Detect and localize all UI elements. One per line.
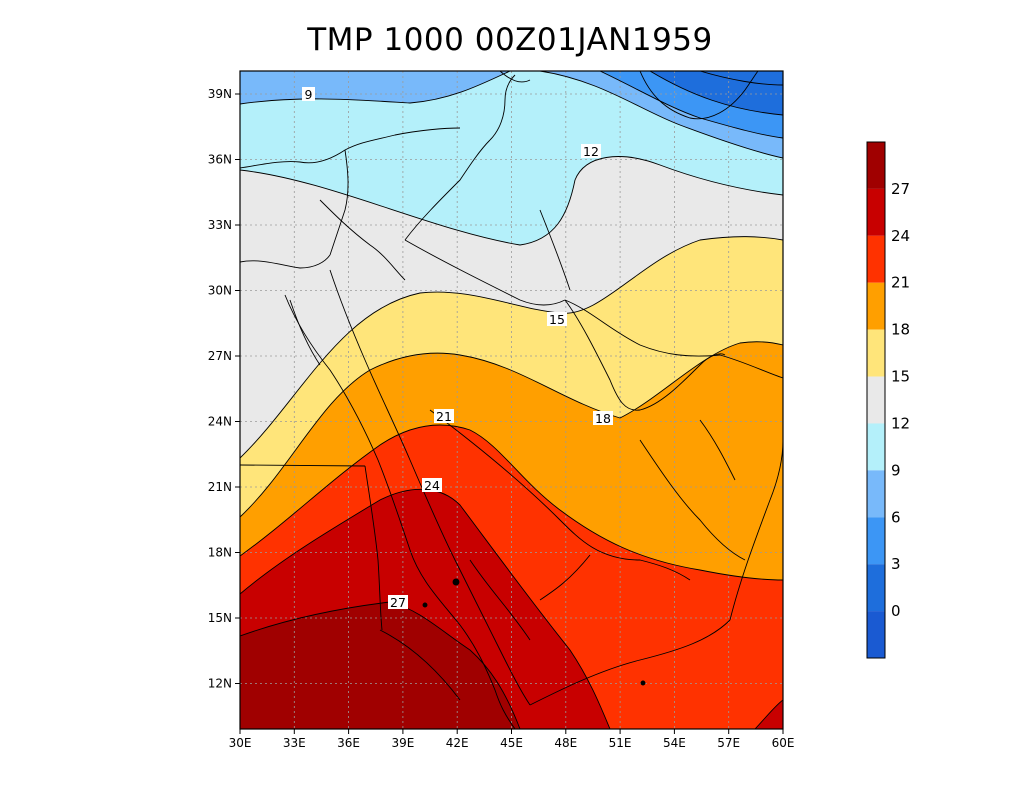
contour-label-21: 21 xyxy=(436,409,452,424)
x-axis: 30E 33E 36E 39E 42E 45E 48E 51E 54E 57E 60E xyxy=(229,729,795,750)
temperature-field xyxy=(240,71,783,729)
y-tick-label: 18N xyxy=(208,546,232,560)
y-tick-label: 39N xyxy=(208,87,232,101)
colorbar-frame xyxy=(866,141,886,659)
colorbar-label: 15 xyxy=(891,368,910,386)
colorbar-label: 21 xyxy=(891,274,910,292)
y-tick-label: 15N xyxy=(208,611,232,625)
y-tick-label: 36N xyxy=(208,153,232,167)
colorbar-label: 27 xyxy=(891,180,910,198)
y-tick-label: 30N xyxy=(208,284,232,298)
x-tick-label: 45E xyxy=(500,736,523,750)
colorbar-segment xyxy=(867,142,885,189)
x-tick-label: 51E xyxy=(609,736,632,750)
colorbar-segment xyxy=(867,235,885,283)
colorbar-segment xyxy=(867,564,885,612)
contour-label-27: 27 xyxy=(390,595,406,610)
x-tick-label: 33E xyxy=(283,736,306,750)
colorbar-segment xyxy=(867,423,885,471)
colorbar-label: 0 xyxy=(891,602,901,620)
colorbar-segment xyxy=(867,376,885,424)
colorbar-segment xyxy=(867,517,885,565)
y-tick-label: 12N xyxy=(208,677,232,691)
x-tick-label: 54E xyxy=(663,736,686,750)
contour-label-15: 15 xyxy=(549,312,565,327)
contour-label-18: 18 xyxy=(595,411,611,426)
contour-label-9: 9 xyxy=(305,87,313,102)
x-tick-label: 60E xyxy=(772,736,795,750)
contour-label-12: 12 xyxy=(583,144,599,159)
colorbar-label: 9 xyxy=(891,461,901,479)
y-tick-label: 33N xyxy=(208,218,232,232)
x-tick-label: 30E xyxy=(229,736,252,750)
contour-labels: 9 12 15 18 21 24 27 xyxy=(302,87,613,610)
y-axis: 39N 36N 33N 30N 27N 24N 21N 18N 15N 12N xyxy=(208,87,240,691)
x-tick-label: 42E xyxy=(446,736,469,750)
y-tick-label: 21N xyxy=(208,480,232,494)
colorbar-segment xyxy=(867,329,885,377)
colorbar: 27 24 21 18 15 12 9 6 3 0 xyxy=(866,141,910,659)
colorbar-segment xyxy=(867,470,885,518)
colorbar-label: 6 xyxy=(891,508,901,526)
y-tick-label: 24N xyxy=(208,415,232,429)
colorbar-label: 24 xyxy=(891,227,910,245)
x-tick-label: 36E xyxy=(337,736,360,750)
y-tick-label: 27N xyxy=(208,349,232,363)
colorbar-label: 12 xyxy=(891,414,910,432)
coastlines xyxy=(240,71,783,729)
colorbar-segment xyxy=(867,282,885,330)
colorbar-segment xyxy=(867,188,885,236)
contour-label-24: 24 xyxy=(424,478,440,493)
x-tick-label: 48E xyxy=(554,736,577,750)
x-tick-label: 57E xyxy=(717,736,740,750)
page-title: TMP 1000 00Z01JAN1959 xyxy=(307,22,713,58)
colorbar-label: 3 xyxy=(891,555,901,573)
x-tick-label: 39E xyxy=(391,736,414,750)
colorbar-segment xyxy=(867,611,885,658)
colorbar-label: 18 xyxy=(891,321,910,339)
